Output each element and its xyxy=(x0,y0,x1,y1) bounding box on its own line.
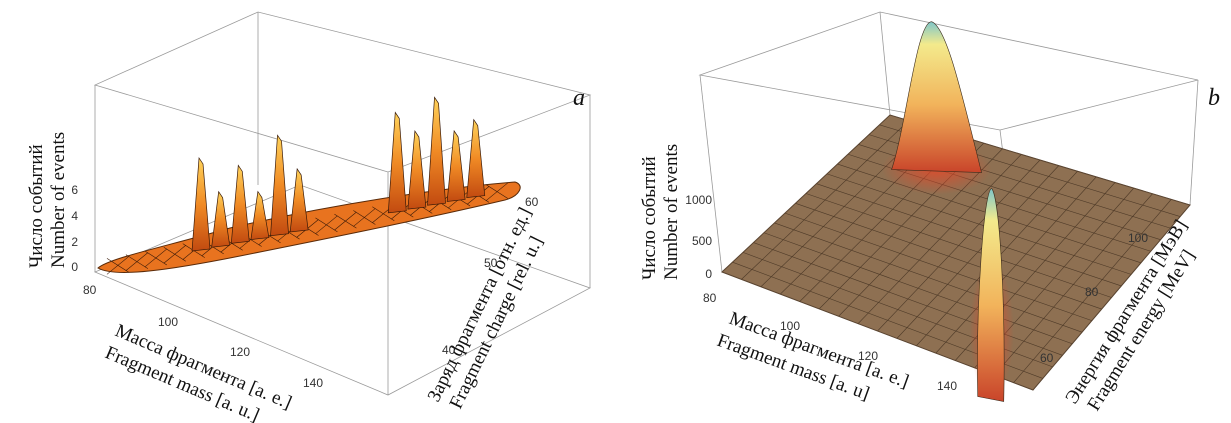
panel-a-x-tick: 140 xyxy=(303,376,323,390)
panel-b-peaks xyxy=(881,21,1014,402)
panel-b-letter: b xyxy=(1208,85,1220,111)
panel-a-peak xyxy=(230,164,250,244)
panel-a-letter: a xyxy=(573,85,585,111)
panel-a-mesh-line xyxy=(315,217,338,233)
panel-b-y-tick: 60 xyxy=(1040,351,1054,365)
panel-a-x-tick: 120 xyxy=(230,345,250,359)
panel-a-x-tick: 100 xyxy=(158,315,178,329)
panel-b-y-tick: 100 xyxy=(1128,231,1148,245)
panel-a-z-label-ru: Число событий xyxy=(26,144,47,268)
panel-a-z-tick: 2 xyxy=(71,235,78,249)
panel-b-mesh-line xyxy=(805,193,1112,298)
panel-a-y-tick: 50 xyxy=(484,256,498,270)
panel-b-z-label-ru: Число событий xyxy=(639,156,660,280)
panel-a-mesh-line xyxy=(485,184,509,199)
panel-a-mesh-line xyxy=(334,213,357,229)
panel-a-peak xyxy=(446,129,466,202)
panel-a-peak xyxy=(211,190,231,248)
panel-a-y-tick: 60 xyxy=(525,195,539,209)
panel-a-peak xyxy=(407,130,427,210)
panel-b-z-tick: 1000 xyxy=(685,193,712,207)
panel-a-peak xyxy=(466,118,486,199)
panel-a-z-label-en: Number of events xyxy=(48,132,69,268)
panel-b-mesh-line xyxy=(935,176,1097,354)
panel-a-mesh-line xyxy=(353,210,376,225)
panel-a-box-top xyxy=(93,11,592,173)
panel-b-z-ticks: 0 500 1000 xyxy=(685,193,712,281)
panel-a-surface xyxy=(97,96,521,275)
panel-b-mesh xyxy=(732,120,1181,383)
panel-b-x-tick: 120 xyxy=(858,349,878,363)
panel-a-peak xyxy=(270,134,289,237)
panel-a-y-tick: 40 xyxy=(442,343,456,357)
panel-b-x-tick: 80 xyxy=(703,291,717,305)
panel-a-x-tick: 80 xyxy=(83,283,97,297)
panel-b-y-ticks: 60 80 100 xyxy=(1040,231,1148,365)
panel-a-y-ticks: 40 50 60 xyxy=(442,195,539,357)
panel-b-mesh-line xyxy=(1013,199,1172,383)
panel-b-mesh-line xyxy=(993,193,1153,376)
panel-a-peak xyxy=(191,156,211,252)
panel-a-mesh-line xyxy=(163,247,186,262)
panel-a-mesh-line xyxy=(125,254,149,269)
panel-b-mesh-line xyxy=(816,183,1122,287)
panel-b: 0 500 1000 80 100 120 140 60 80 100 Числ… xyxy=(639,11,1220,415)
panel-b-z-tick: 500 xyxy=(692,234,712,248)
panel-a-peaks xyxy=(191,96,486,252)
panel-b-peak xyxy=(891,21,982,173)
panel-a-peak xyxy=(387,111,407,214)
panel-a-mesh-line xyxy=(372,206,395,222)
panel-b-z-label-en: Number of events xyxy=(661,144,682,280)
panel-b-mesh-line xyxy=(896,165,1059,339)
panel-a-peak xyxy=(250,190,270,240)
panel-b-x-tick: 140 xyxy=(937,379,957,393)
panel-a-z-tick: 4 xyxy=(71,209,78,223)
panel-b-z-tick: 0 xyxy=(705,267,712,281)
panel-b-x-tick: 100 xyxy=(780,319,800,333)
panel-a: 0 2 4 6 80 100 120 140 40 50 60 Число со… xyxy=(26,11,592,423)
panel-b-y-tick: 80 xyxy=(1085,285,1099,299)
panel-a-x-ticks: 80 100 120 140 xyxy=(83,283,323,390)
panel-a-mesh-line xyxy=(144,250,168,266)
panel-a-box xyxy=(93,11,592,396)
panel-a-peak xyxy=(427,96,446,206)
panel-a-z-tick: 0 xyxy=(71,260,78,274)
panel-b-x-ticks: 80 100 120 140 xyxy=(703,291,957,393)
panel-b-peak xyxy=(977,188,1005,402)
panel-a-peak xyxy=(289,167,309,233)
panel-a-z-ticks: 0 2 4 6 xyxy=(71,183,78,274)
panel-b-mesh-line xyxy=(826,173,1132,275)
panel-a-mesh-line xyxy=(106,258,130,273)
panel-a-z-tick: 6 xyxy=(71,183,78,197)
